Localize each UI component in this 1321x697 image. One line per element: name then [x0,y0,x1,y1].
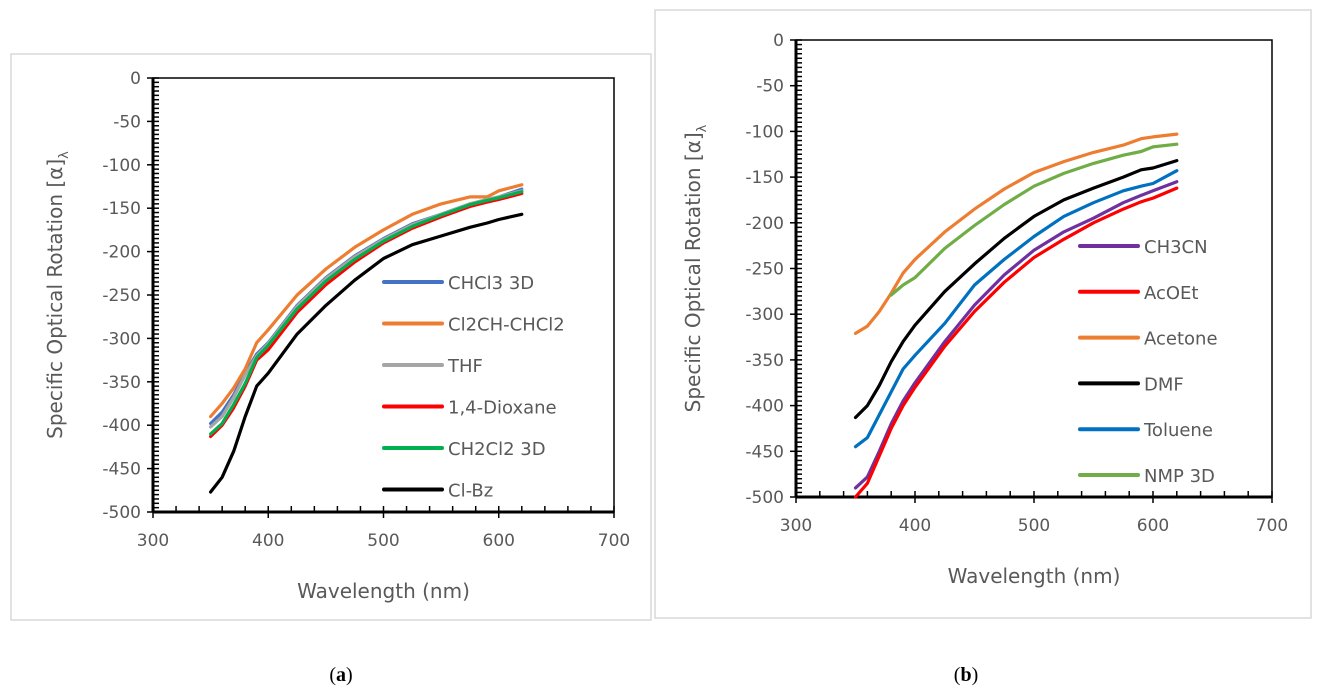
y-tick-label: -300 [102,329,141,349]
y-tick-label: -400 [745,397,784,417]
y-tick-label: -500 [745,488,784,508]
x-tick-label: 400 [899,516,931,536]
legend-label: CH2Cl2 3D [448,439,546,460]
legend-label: Acetone [1144,329,1218,350]
legend-label: Toluene [1143,420,1213,441]
x-tick-label: 500 [367,531,399,551]
y-tick-label: -450 [745,442,784,462]
panel-label: (b) [954,664,978,686]
y-tick-label: -250 [102,286,141,306]
panel-label: (a) [329,664,352,686]
y-axis-title-main: Specific Optical Rotation [α] [681,132,705,412]
x-tick-label: 300 [780,516,812,536]
x-axis-title: Wavelength (nm) [297,579,470,603]
legend-label: CH3CN [1144,237,1208,258]
y-tick-label: -100 [102,156,141,176]
y-axis-title-subscript: λ [695,124,710,132]
chart-panel-a: 0 -50 -100 -150 -200 -250 -300 -350 -400 -450 -500… [10,53,652,621]
y-axis-title-subscript: λ [57,151,72,159]
panel-label-close: ) [346,664,353,686]
series-line-cl-bz [209,212,524,494]
x-tick-label: 500 [1018,516,1050,536]
panel-label-letter: b [960,664,971,686]
panel-label-open: ( [954,664,961,686]
y-axis-title: Specific Optical Rotation [α]λ [681,124,710,412]
y-tick-label: -200 [102,243,141,263]
panel-label-close: ) [972,664,979,686]
y-tick-label: -350 [745,351,784,371]
panel-label-letter: a [336,664,346,686]
legend-label: 1,4-Dioxane [448,398,557,419]
series-line-ch2cl2-3d [209,190,524,436]
x-tick-label: 600 [483,531,515,551]
y-axis-title-main: Specific Optical Rotation [α] [43,159,67,439]
y-tick-label: -250 [745,260,784,280]
series-line-acoet [853,186,1179,499]
y-axis-title: Specific Optical Rotation [α]λ [43,151,72,439]
y-tick-label: -200 [745,214,784,234]
series-line-nmp-3d [889,142,1179,297]
legend-label: Cl2CH-CHCl2 [448,315,565,336]
y-tick-label: 0 [130,69,141,89]
legend-label: THF [447,356,483,377]
chart-frame [10,53,652,621]
x-axis-title: Wavelength (nm) [948,564,1121,588]
y-tick-label: -50 [756,77,784,97]
series-line-acetone [853,132,1179,335]
y-tick-label: -500 [102,503,141,523]
panel-label-open: ( [329,664,336,686]
y-tick-label: -150 [745,168,784,188]
x-tick-label: 700 [598,531,630,551]
series-line-ch3cn [853,180,1179,490]
x-tick-label: 600 [1137,516,1169,536]
y-tick-label: -150 [102,199,141,219]
series-line-cl2ch-chcl2 [209,183,524,419]
y-tick-label: -400 [102,416,141,436]
x-tick-label: 400 [252,531,284,551]
legend-label: AcOEt [1144,283,1199,304]
chart-panel-b: 0 -50 -100 -150 -200 -250 -300 -350 -400 -450 -500… [654,9,1312,619]
y-tick-label: -450 [102,460,141,480]
chart-frame [654,9,1312,619]
y-tick-label: 0 [773,31,784,51]
series-line-toluene [853,169,1179,449]
y-tick-label: -350 [102,373,141,393]
y-tick-label: -50 [113,112,141,132]
y-tick-label: -100 [745,122,784,142]
x-tick-label: 700 [1256,516,1288,536]
legend-label: DMF [1144,374,1184,395]
x-tick-label: 300 [137,531,169,551]
y-tick-label: -300 [745,305,784,325]
legend-label: Cl-Bz [448,481,493,502]
series-line-dmf [853,159,1179,420]
legend-label: NMP 3D [1144,466,1215,487]
legend-label: CHCl3 3D [448,273,534,294]
